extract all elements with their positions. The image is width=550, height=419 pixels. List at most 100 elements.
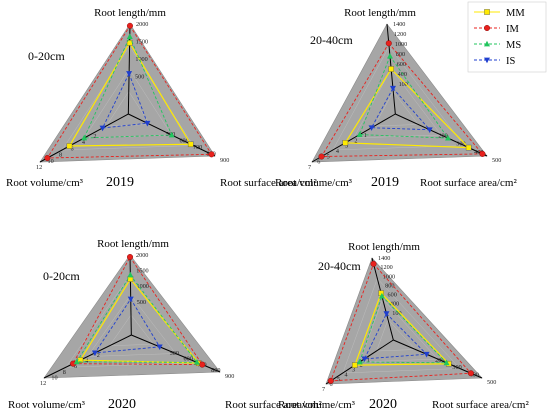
series-point-is bbox=[368, 125, 375, 131]
series-point-im bbox=[479, 150, 486, 157]
radar-tick-label: 600 bbox=[184, 356, 193, 363]
radar-tick-label: 600 bbox=[388, 292, 397, 299]
radar-tick-label: 400 bbox=[474, 149, 483, 156]
radar-tick-label: 4 bbox=[345, 371, 348, 378]
radar-tick-label: 400 bbox=[398, 71, 407, 78]
year-label: 2019 bbox=[371, 175, 399, 190]
radar-tick-label: 5 bbox=[327, 153, 330, 160]
series-point-im bbox=[318, 153, 325, 160]
radar-grid-ring-1 bbox=[87, 294, 177, 357]
radar-tick-label: 7 bbox=[322, 386, 325, 393]
radar-tick-label: 2000 bbox=[136, 21, 148, 28]
radar-tick-label: 8 bbox=[63, 369, 66, 376]
series-point-mm bbox=[342, 139, 349, 146]
series-line-im bbox=[320, 42, 484, 157]
legend-label-im: IM bbox=[506, 24, 519, 35]
axis-label-root-volume: Root volume/cm³ bbox=[8, 399, 86, 411]
series-point-mm bbox=[352, 362, 358, 368]
axis-label-root-length: Root length/mm bbox=[348, 241, 420, 253]
series-point-is bbox=[156, 344, 163, 351]
depth-label: 20-40cm bbox=[318, 259, 361, 273]
radar-grid-ring-0 bbox=[374, 91, 419, 127]
radar-tick-label: 200 bbox=[435, 357, 444, 364]
radar-tick-label: 6 bbox=[330, 381, 333, 388]
series-line-im bbox=[330, 262, 472, 382]
series-point-im bbox=[126, 22, 133, 29]
series-line-ms bbox=[75, 274, 198, 363]
series-line-im bbox=[46, 24, 213, 159]
radar-panel-2020-0-20cm: 50010001500200050060070080090024681012Ro… bbox=[8, 238, 322, 412]
radar-tick-label: 1200 bbox=[380, 264, 392, 271]
axis-label-root-length: Root length/mm bbox=[344, 7, 416, 19]
series-point-mm bbox=[66, 143, 73, 149]
series-point-ms bbox=[127, 271, 134, 278]
radar-tick-label: 4 bbox=[85, 358, 88, 365]
series-point-mm bbox=[388, 66, 394, 72]
series-point-ms bbox=[73, 358, 80, 365]
series-point-ms bbox=[126, 33, 133, 39]
radar-axis-0 bbox=[371, 257, 394, 341]
radar-tick-label: 1400 bbox=[378, 255, 390, 262]
radar-axis-2 bbox=[43, 334, 132, 379]
radar-tick-label: 1000 bbox=[135, 56, 147, 63]
radar-tick-label: 8 bbox=[59, 152, 62, 159]
radar-tick-label: 2000 bbox=[136, 252, 148, 259]
year-label: 2020 bbox=[369, 397, 397, 412]
radar-tick-label: 1400 bbox=[393, 21, 405, 28]
legend-marker-mm bbox=[484, 9, 490, 15]
radar-grid-ring-2 bbox=[342, 278, 461, 374]
radar-tick-label: 400 bbox=[470, 372, 479, 379]
radar-panel-2019-0-20cm: 50010001500200050060070080090024681012Ro… bbox=[6, 7, 317, 190]
axis-label-root-surface-area: Root surface area/cm² bbox=[225, 399, 322, 411]
radar-tick-label: 800 bbox=[211, 367, 220, 374]
series-point-is bbox=[389, 85, 396, 92]
series-point-mm bbox=[187, 141, 194, 148]
radar-tick-label: 800 bbox=[385, 282, 394, 289]
series-line-mm bbox=[68, 41, 192, 147]
axis-label-root-surface-area: Root surface area/cm² bbox=[432, 399, 529, 411]
series-point-ms bbox=[378, 292, 385, 299]
axis-label-root-surface-area: Root surface area/cm² bbox=[220, 177, 317, 189]
radar-tick-label: 600 bbox=[397, 61, 406, 68]
radar-tick-label: 1000 bbox=[137, 283, 149, 290]
legend-label-mm: MM bbox=[506, 8, 525, 19]
radar-tick-label: 6 bbox=[317, 159, 320, 166]
radar-grid-ring-2 bbox=[332, 46, 465, 151]
radar-tick-label: 500 bbox=[487, 379, 496, 386]
radar-tick-label: 600 bbox=[179, 137, 188, 144]
legend-marker-im bbox=[484, 25, 491, 32]
series-point-im bbox=[385, 40, 392, 47]
series-point-im bbox=[467, 370, 474, 377]
series-point-mm bbox=[465, 144, 472, 151]
series-point-ms bbox=[356, 358, 363, 365]
series-line-mm bbox=[353, 292, 451, 366]
radar-background bbox=[311, 23, 488, 163]
radar-axis-2 bbox=[311, 113, 396, 163]
legend: MM IM MS IS bbox=[467, 1, 547, 73]
series-point-ms bbox=[81, 134, 88, 141]
series-line-mm bbox=[79, 277, 201, 364]
radar-tick-label: 300 bbox=[452, 364, 461, 371]
radar-tick-label: 4 bbox=[82, 139, 85, 146]
series-point-is bbox=[144, 120, 151, 127]
radar-tick-label: 700 bbox=[193, 144, 202, 151]
series-line-is bbox=[94, 298, 161, 354]
series-point-is bbox=[91, 350, 98, 357]
legend-label-is: IS bbox=[506, 56, 515, 67]
series-point-ms bbox=[356, 131, 363, 137]
axis-label-root-length: Root length/mm bbox=[94, 7, 166, 19]
radar-axis-1 bbox=[393, 339, 483, 379]
radar-tick-label: 1000 bbox=[383, 273, 395, 280]
radar-tick-label: 500 bbox=[170, 350, 179, 357]
series-point-im bbox=[127, 253, 134, 260]
radar-tick-label: 1500 bbox=[136, 268, 148, 275]
radar-tick-label: 500 bbox=[135, 74, 144, 81]
series-line-ms bbox=[83, 35, 173, 139]
axis-label-root-volume: Root volume/cm³ bbox=[278, 399, 356, 411]
series-point-is bbox=[127, 296, 134, 303]
axis-label-root-surface-area: Root surface area/cm² bbox=[420, 177, 517, 189]
series-point-ms bbox=[193, 359, 200, 365]
radar-tick-label: 5 bbox=[337, 376, 340, 383]
series-point-is bbox=[426, 127, 433, 133]
